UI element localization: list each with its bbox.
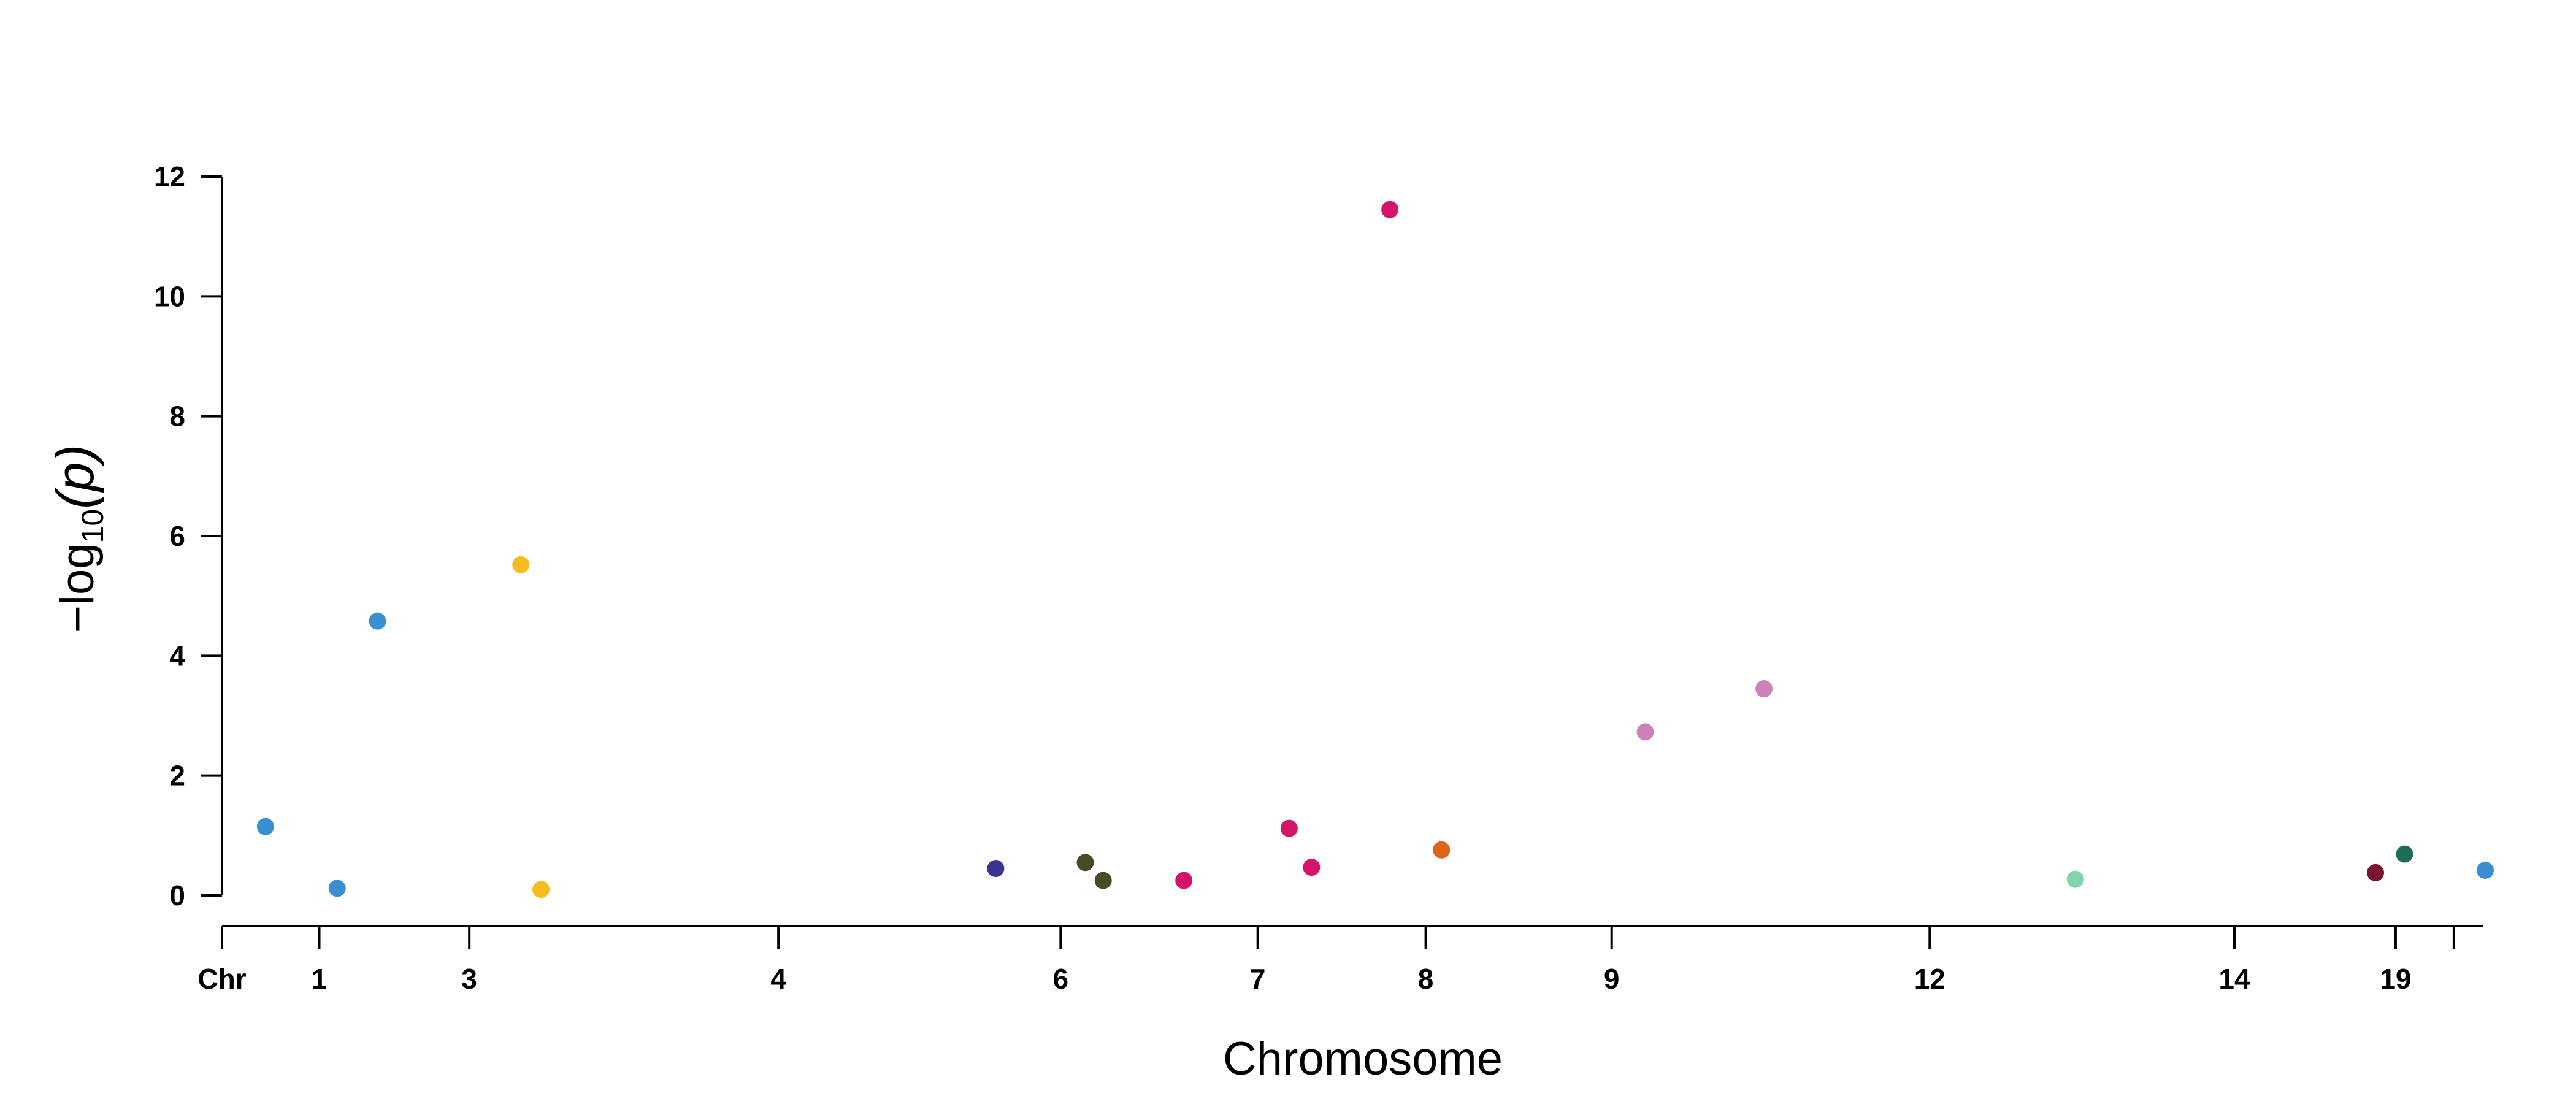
data-point bbox=[1755, 680, 1773, 698]
data-point bbox=[1303, 859, 1321, 876]
x-axis-ticks: 1 3 4 6 7 8 9 12 14 19 bbox=[221, 926, 2455, 995]
data-point bbox=[1381, 201, 1399, 218]
data-point bbox=[1175, 872, 1193, 889]
x-tick-label: 4 bbox=[770, 963, 786, 995]
x-tick-label: 6 bbox=[1053, 963, 1069, 995]
x-tick-label: 12 bbox=[1914, 963, 1945, 995]
x-tick-label: 9 bbox=[1604, 963, 1620, 995]
data-point bbox=[1280, 819, 1298, 837]
y-tick-label: 2 bbox=[169, 760, 185, 792]
axes bbox=[221, 177, 2483, 927]
y-tick-label: 8 bbox=[169, 401, 185, 432]
data-point bbox=[328, 880, 346, 897]
x-tick-label: 1 bbox=[312, 963, 328, 995]
x-tick-label: 3 bbox=[461, 963, 477, 995]
data-point bbox=[987, 860, 1005, 878]
data-point bbox=[1076, 854, 1094, 872]
y-tick-label: 0 bbox=[169, 880, 185, 911]
data-point bbox=[512, 556, 530, 573]
data-points bbox=[256, 201, 2494, 899]
x-tick-label: 7 bbox=[1250, 963, 1266, 995]
data-point bbox=[369, 612, 386, 630]
y-axis-title: −log10(p) bbox=[46, 445, 110, 633]
y-axis-title-subscript: 10 bbox=[75, 509, 110, 543]
data-point bbox=[1636, 723, 1654, 741]
y-axis-title-suffix: (p) bbox=[46, 445, 105, 509]
data-point bbox=[2367, 864, 2385, 881]
data-point bbox=[1433, 841, 1451, 859]
y-tick-label: 6 bbox=[169, 520, 185, 552]
y-axis-ticks: 0 2 4 6 8 10 12 bbox=[154, 161, 222, 911]
y-axis-title-prefix: −log bbox=[52, 543, 104, 632]
data-point bbox=[2477, 861, 2494, 879]
chr-axis-label: Chr bbox=[197, 963, 246, 995]
y-tick-label: 4 bbox=[169, 640, 185, 672]
y-tick-label: 12 bbox=[154, 161, 185, 193]
data-point bbox=[256, 818, 274, 835]
x-tick-label: 14 bbox=[2218, 963, 2250, 995]
x-axis-title: Chromosome bbox=[1223, 1033, 1503, 1085]
data-point bbox=[2066, 870, 2084, 888]
data-point bbox=[1094, 872, 1112, 889]
data-point bbox=[2396, 845, 2413, 863]
x-tick-label: 8 bbox=[1418, 963, 1434, 995]
x-tick-label: 19 bbox=[2380, 963, 2411, 995]
data-point bbox=[532, 881, 550, 899]
y-tick-label: 10 bbox=[154, 280, 185, 312]
